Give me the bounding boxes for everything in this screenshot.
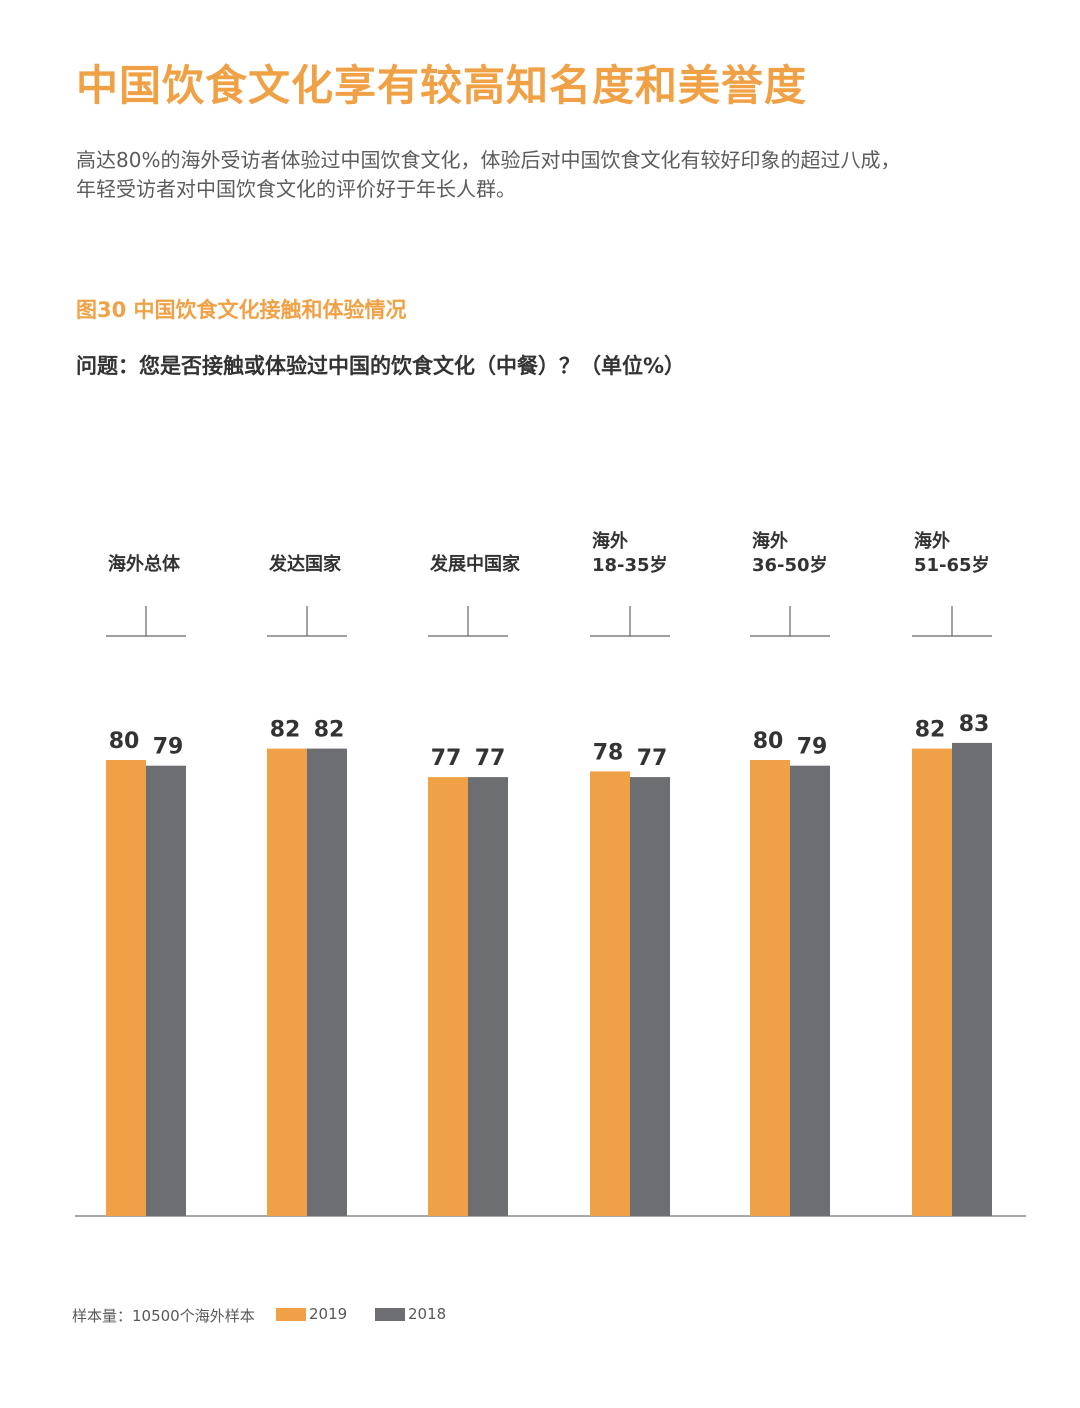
bar-2018-4 — [790, 765, 830, 1216]
category-label-2-line-0: 发展中国家 — [429, 553, 521, 575]
legend-swatch-2018 — [375, 1307, 405, 1321]
data-label-2019-2: 77 — [431, 746, 462, 771]
data-label-2019-4: 80 — [753, 729, 784, 754]
data-label-2018-2: 77 — [475, 746, 506, 771]
bar-2018-2 — [468, 777, 508, 1216]
data-label-2019-0: 80 — [109, 729, 140, 754]
category-label-1-line-0: 发达国家 — [268, 553, 342, 575]
category-label-0-line-0: 海外总体 — [108, 553, 181, 575]
bar-2018-3 — [630, 777, 670, 1216]
category-label-5-line-0: 海外 — [914, 530, 950, 552]
data-label-2018-4: 79 — [797, 735, 828, 760]
data-label-2019-3: 78 — [593, 740, 624, 765]
data-label-2018-3: 77 — [637, 746, 668, 771]
legend-item-2019: 2019 — [276, 1305, 347, 1323]
bar-2019-0 — [106, 760, 146, 1216]
bar-2018-0 — [146, 765, 186, 1216]
category-label-4-line-1: 36-50岁 — [752, 554, 828, 576]
category-label-3-line-1: 18-35岁 — [592, 554, 668, 576]
bar-2018-1 — [307, 748, 347, 1216]
legend-swatch-2019 — [276, 1307, 306, 1321]
sample-size-note: 样本量：10500个海外样本 — [72, 1307, 255, 1325]
category-label-5-line-1: 51-65岁 — [914, 554, 990, 576]
bar-2018-5 — [952, 742, 992, 1216]
legend-label-2019: 2019 — [309, 1305, 348, 1323]
data-label-2018-1: 82 — [314, 718, 345, 743]
category-label-3-line-0: 海外 — [592, 530, 628, 552]
figure-title: 图30 中国饮食文化接触和体验情况 — [76, 298, 407, 322]
category-label-4-line-0: 海外 — [752, 530, 788, 552]
bar-2019-3 — [590, 771, 630, 1216]
intro-line-2: 年轻受访者对中国饮食文化的评价好于年长人群。 — [76, 177, 516, 201]
legend-label-2018: 2018 — [408, 1305, 447, 1323]
bar-2019-4 — [750, 760, 790, 1216]
intro-line-1: 高达80%的海外受访者体验过中国饮食文化，体验后对中国饮食文化有较好印象的超过八… — [76, 148, 901, 172]
bar-2019-2 — [428, 777, 468, 1216]
intro-paragraph: 高达80%的海外受访者体验过中国饮食文化，体验后对中国饮食文化有较好印象的超过八… — [76, 146, 1056, 204]
page-headline: 中国饮食文化享有较高知名度和美誉度 — [76, 61, 808, 110]
legend-item-2018: 2018 — [375, 1305, 446, 1323]
bar-2019-5 — [912, 748, 952, 1216]
bar-2019-1 — [267, 748, 307, 1216]
data-label-2019-1: 82 — [270, 718, 301, 743]
data-label-2018-0: 79 — [153, 735, 184, 760]
survey-question: 问题：您是否接触或体验过中国的饮食文化（中餐）？（单位%） — [76, 354, 686, 378]
data-label-2018-5: 83 — [959, 712, 990, 737]
data-label-2019-5: 82 — [915, 718, 946, 743]
